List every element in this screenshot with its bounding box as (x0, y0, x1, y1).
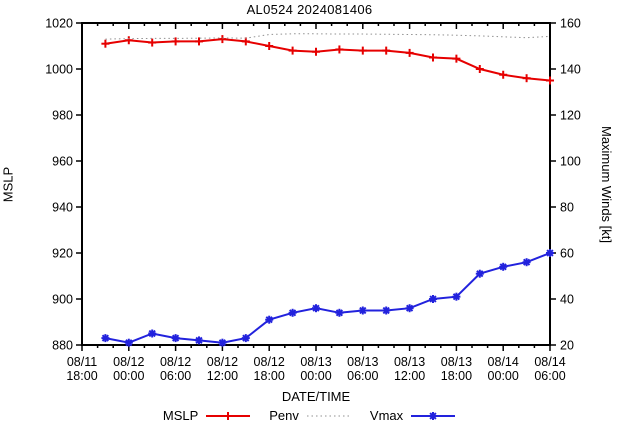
penv-series-line (105, 33, 551, 40)
vmax-marker (195, 336, 203, 345)
x-tick-label: 08/11 18:00 (66, 355, 97, 383)
y-left-tick-label: 900 (52, 293, 73, 307)
y-left-tick-label: 960 (52, 155, 73, 169)
vmax-marker (546, 249, 554, 257)
y-right-tick-label: 40 (560, 293, 574, 307)
legend-label-vmax: Vmax (369, 408, 404, 423)
vmax-marker (125, 339, 133, 347)
vmax-marker (171, 334, 180, 342)
vmax-marker (476, 270, 484, 278)
vmax-marker (101, 334, 110, 342)
y-right-tick-label: 160 (560, 17, 581, 31)
mslp-series-line (105, 38, 551, 82)
vmax-marker (265, 316, 273, 324)
legend-sample-penv (306, 415, 351, 416)
x-tick-label: 08/14 00:00 (488, 355, 519, 383)
vmax-marker (452, 293, 461, 301)
x-tick-label: 08/13 00:00 (300, 355, 331, 383)
vmax-marker (429, 295, 437, 303)
x-tick-label: 08/12 12:00 (207, 355, 238, 383)
legend-sample-vmax (411, 411, 456, 420)
x-tick-label: 08/14 06:00 (534, 355, 565, 383)
y-right-tick-label: 100 (560, 155, 581, 169)
legend-label-mslp: MSLP (162, 408, 199, 423)
y-right-tick-label: 20 (560, 339, 574, 353)
x-axis-label: DATE/TIME (281, 389, 351, 404)
legend-item-penv: Penv (269, 408, 352, 423)
vmax-marker (405, 304, 414, 312)
x-tick-label: 08/13 06:00 (347, 355, 378, 383)
x-tick-label: 08/12 00:00 (113, 355, 144, 383)
y-left-tick-label: 1000 (45, 63, 73, 77)
y-left-tick-label: 980 (52, 109, 73, 123)
vmax-series-line (105, 252, 551, 344)
vmax-marker (148, 329, 156, 338)
vmax-marker (335, 309, 344, 317)
y-left-tick-label: 1020 (45, 17, 73, 31)
y-right-tick-label: 120 (560, 109, 581, 123)
x-tick-label: 08/12 18:00 (254, 355, 285, 383)
legend-item-mslp: MSLP (163, 408, 251, 423)
vmax-marker (218, 339, 227, 347)
vmax-marker (312, 304, 320, 312)
vmax-marker (359, 306, 367, 315)
y-left-tick-label: 940 (52, 201, 73, 215)
y-left-tick-label: 880 (52, 339, 73, 353)
y-right-tick-label: 80 (560, 201, 574, 215)
x-tick-label: 08/12 06:00 (160, 355, 191, 383)
y-right-tick-label: 60 (560, 247, 574, 261)
legend-label-penv: Penv (269, 408, 299, 423)
vmax-marker (242, 334, 250, 342)
x-tick-label: 08/13 12:00 (394, 355, 425, 383)
vmax-marker (288, 309, 297, 317)
vmax-marker (382, 306, 390, 315)
y-right-tick-label: 140 (560, 63, 581, 77)
y-left-tick-label: 920 (52, 247, 73, 261)
vmax-marker (499, 263, 507, 271)
x-tick-label: 08/13 18:00 (441, 355, 472, 383)
legend-sample-mslp (206, 411, 251, 420)
legend: MSLP Penv Vmax (0, 408, 619, 423)
chart-title: AL0524 2024081406 (246, 2, 373, 17)
vmax-marker (522, 258, 531, 266)
legend-item-vmax: Vmax (370, 408, 456, 423)
